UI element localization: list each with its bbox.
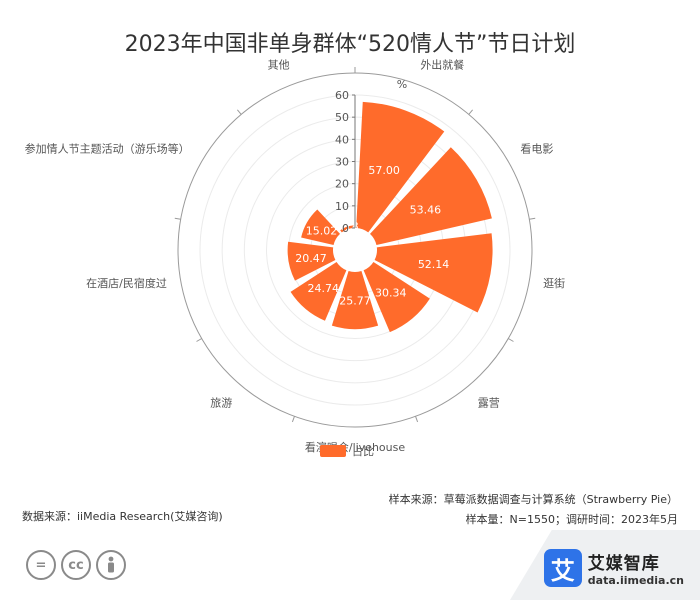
bar-7 (301, 209, 340, 246)
bar-2 (374, 233, 493, 313)
angle-tick (196, 338, 202, 342)
data-label-4: 25.77 (339, 295, 371, 308)
radius-tick-label-4: 40 (335, 133, 349, 146)
angle-tick (529, 217, 536, 220)
radius-tick-label-5: 50 (335, 111, 349, 124)
data-label-6: 20.47 (295, 252, 327, 265)
legend[interactable]: 占比 (320, 443, 374, 459)
brand-name: 艾媒智库 (587, 554, 660, 574)
category-label-1: 看电影 (520, 142, 553, 156)
bar-5 (290, 261, 347, 321)
data-label-5: 24.74 (307, 282, 339, 295)
data-label-2: 52.14 (418, 258, 450, 271)
angle-tick (415, 416, 419, 423)
radius-tick-label-1: 10 (335, 200, 349, 213)
sample-size: 样本量：N=1550；调研时间：2023年5月 (465, 513, 678, 526)
data-label-7: 15.02 (306, 225, 338, 238)
category-label-3: 露营 (478, 395, 500, 409)
sample-source: 样本来源：草莓派数据调查与计算系统（Strawberry Pie） (388, 493, 678, 506)
bar-6 (287, 241, 336, 281)
data-label-8: 1.18 (334, 220, 359, 233)
category-label-8: 其他 (268, 59, 290, 72)
brand-url: data.iimedia.cn (587, 574, 684, 587)
data-source: 数据来源：iiMedia Research(艾媒咨询) (22, 510, 223, 523)
category-label-2: 逛街 (543, 276, 565, 290)
category-label-5: 旅游 (210, 395, 232, 409)
bar-3 (363, 261, 430, 333)
angle-tick (468, 109, 474, 115)
angle-tick (291, 416, 295, 423)
bar-1 (370, 147, 492, 246)
cc-icon: cc (61, 550, 91, 580)
radius-unit-label: % (397, 78, 407, 91)
radius-tick-label-2: 20 (335, 178, 349, 191)
angle-tick (174, 217, 181, 220)
radius-tick-label-0: 0 (342, 222, 349, 235)
radius-tick-label-3: 30 (335, 156, 349, 169)
category-label-7: 参加情人节主题活动（游乐场等） (25, 142, 190, 156)
category-label-6: 在酒店/民宿度过 (86, 276, 167, 290)
sample-info: 样本来源：草莓派数据调查与计算系统（Strawberry Pie） 样本量：N=… (389, 490, 678, 530)
radius-tick-label-6: 60 (335, 89, 349, 102)
data-label-0: 57.00 (368, 164, 400, 177)
angle-tick (236, 109, 242, 115)
legend-swatch (320, 445, 346, 457)
data-label-3: 30.34 (375, 287, 407, 300)
category-label-0: 外出就餐 (420, 58, 464, 72)
legend-label: 占比 (352, 445, 374, 458)
bar-0 (356, 101, 445, 233)
data-label-1: 53.46 (410, 203, 442, 216)
bar-4 (331, 271, 379, 330)
person-icon (96, 550, 126, 580)
cc-license: = cc (26, 550, 126, 580)
brand-logo-icon: 艾 (543, 549, 582, 587)
equal-icon: = (26, 550, 56, 580)
bar-8 (340, 225, 354, 233)
angle-tick (508, 338, 514, 342)
brand: 艾 艾媒智库 data.iimedia.cn (543, 549, 684, 587)
chart-title: 2023年中国非单身群体“520情人节”节日计划 (124, 32, 576, 57)
